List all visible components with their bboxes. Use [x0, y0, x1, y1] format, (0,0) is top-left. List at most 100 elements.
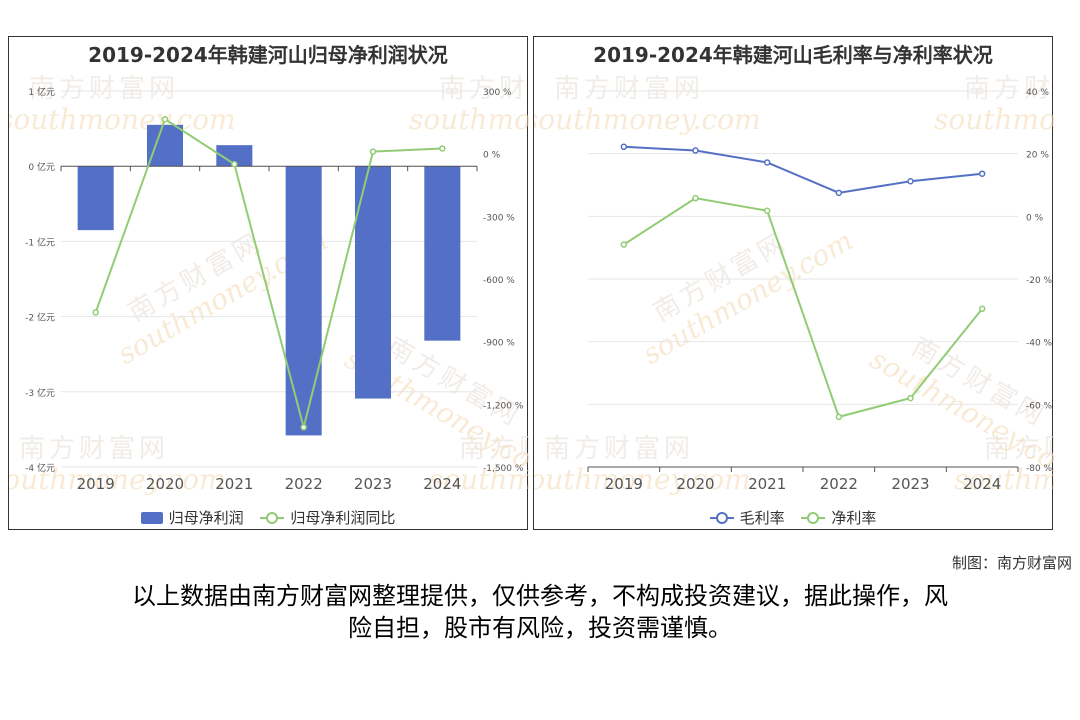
- yoy-point: [300, 424, 307, 431]
- disclaimer: 以上数据由南方财富网整理提供，仅供参考，不构成投资建议，据此操作，风 险自担，股…: [60, 580, 1020, 644]
- y-right-tick-label: -900 %: [483, 339, 515, 349]
- net-margin-point: [835, 413, 843, 421]
- chart-title: 2019-2024年韩建河山毛利率与净利率状况: [593, 43, 993, 67]
- y-left-tick-label: -2 亿元: [25, 312, 55, 324]
- net-margin-point: [763, 207, 771, 214]
- gross-margin-line: [623, 145, 983, 194]
- net-margin-point: [620, 241, 628, 248]
- gross-margin-point: [907, 177, 914, 185]
- watermark-text: 南方财富网: [554, 74, 704, 104]
- y-right-tick-label: 20 %: [1026, 151, 1049, 161]
- gross-margin-point: [835, 189, 843, 197]
- net-margin-point: [907, 394, 914, 402]
- watermark-text: southmoney.com: [934, 103, 1054, 136]
- legend-label: 毛利率: [739, 509, 785, 527]
- watermark-text: southmoney.com: [9, 463, 226, 496]
- bar: [216, 145, 253, 167]
- net-profit-chart: 南方财富网southmoney.com南方财富网southmoney.com南方…: [9, 74, 529, 496]
- bar: [424, 166, 461, 341]
- watermark-text: southmoney.com: [9, 103, 236, 136]
- x-tick-label: 2021: [215, 475, 253, 493]
- x-tick-label: 2022: [285, 475, 323, 493]
- yoy-point: [231, 160, 238, 168]
- net-margin-line: [623, 197, 983, 419]
- legend-label: 归母净利润同比: [290, 509, 396, 527]
- y-left-tick-label: 1 亿元: [28, 86, 55, 98]
- watermark-text: 南方财富网: [29, 74, 179, 104]
- watermark-text: 南方财富网: [459, 434, 529, 464]
- y-right-tick-label: -300 %: [483, 213, 515, 223]
- y-left-tick-label: -1 亿元: [25, 236, 55, 248]
- x-tick-label: 2020: [676, 475, 714, 493]
- gross-margin-point: [978, 170, 986, 177]
- legend-item-net-margin[interactable]: 净利率: [801, 507, 876, 528]
- y-right-tick-label: 40 %: [1026, 88, 1049, 98]
- margin-chart-panel: 南方财富网southmoney.com南方财富网southmoney.com南方…: [533, 36, 1054, 530]
- watermark-text: 南方财富网: [964, 74, 1054, 104]
- watermark-text: 南方财富网: [439, 74, 529, 104]
- yoy-point: [92, 309, 99, 316]
- yoy-point: [439, 145, 446, 152]
- gross-margin-point: [692, 147, 699, 154]
- x-tick-label: 2024: [423, 475, 461, 493]
- chart-credit: 制图：南方财富网: [951, 554, 1072, 572]
- net-margin-point: [978, 305, 986, 313]
- legend-item-gross-margin[interactable]: 毛利率: [709, 507, 785, 528]
- x-tick-label: 2023: [891, 475, 929, 493]
- legend-item-net-profit-yoy[interactable]: 归母净利润同比: [260, 507, 395, 528]
- y-right-tick-label: -20 %: [1026, 276, 1053, 286]
- net-margin-point: [692, 194, 699, 202]
- watermark-text: 南方财富网: [19, 434, 169, 464]
- legend-line-marker-icon: [709, 511, 734, 524]
- y-left-tick-label: 0 亿元: [28, 161, 55, 173]
- yoy-line: [94, 117, 443, 428]
- watermark-text: southmoney.com: [534, 103, 761, 136]
- watermark-text: 南方财富网: [984, 434, 1054, 464]
- x-tick-label: 2019: [77, 475, 115, 493]
- legend-label: 净利率: [831, 509, 877, 527]
- y-left-tick-label: -4 亿元: [25, 462, 55, 474]
- chart-title: 2019-2024年韩建河山归母净利润状况: [88, 43, 448, 67]
- y-right-tick-label: -60 %: [1026, 401, 1053, 411]
- yoy-point: [161, 115, 169, 123]
- x-tick-label: 2021: [748, 475, 786, 493]
- yoy-point: [369, 148, 377, 155]
- y-right-tick-label: 300 %: [483, 88, 512, 98]
- y-right-tick-label: 0 %: [483, 151, 501, 161]
- x-tick-label: 2020: [146, 475, 184, 493]
- bar: [146, 124, 184, 167]
- disclaimer-line: 险自担，股市有风险，投资需谨慎。: [348, 614, 732, 642]
- legend-bar-swatch-icon: [140, 511, 163, 524]
- x-tick-label: 2022: [820, 475, 858, 493]
- watermark-text: 南方财富网: [544, 434, 694, 464]
- legend-item-net-profit[interactable]: 归母净利润: [140, 507, 244, 528]
- chart-legend: 毛利率 净利率: [534, 507, 1052, 528]
- y-left-tick-label: -3 亿元: [25, 387, 55, 399]
- margin-chart: 南方财富网southmoney.com南方财富网southmoney.com南方…: [534, 74, 1054, 496]
- gross-margin-point: [620, 143, 628, 151]
- watermark-text: southmoney.com: [534, 463, 751, 496]
- bar: [285, 166, 322, 436]
- y-right-tick-label: -40 %: [1026, 339, 1053, 349]
- bar: [354, 166, 392, 399]
- legend-line-marker-icon: [801, 511, 826, 524]
- legend-line-marker-icon: [260, 511, 285, 524]
- y-right-tick-label: -1,500 %: [483, 464, 524, 474]
- watermark-text: southmoney.com: [429, 463, 529, 496]
- y-right-tick-label: -80 %: [1026, 464, 1053, 474]
- bar: [77, 166, 114, 231]
- x-tick-label: 2024: [963, 475, 1001, 493]
- x-tick-label: 2019: [605, 475, 643, 493]
- disclaimer-line: 以上数据由南方财富网整理提供，仅供参考，不构成投资建议，据此操作，风: [132, 582, 948, 610]
- watermark-text: southmoney.com: [954, 463, 1054, 496]
- gross-margin-point: [763, 159, 771, 166]
- watermark-text: southmoney.com: [409, 103, 529, 136]
